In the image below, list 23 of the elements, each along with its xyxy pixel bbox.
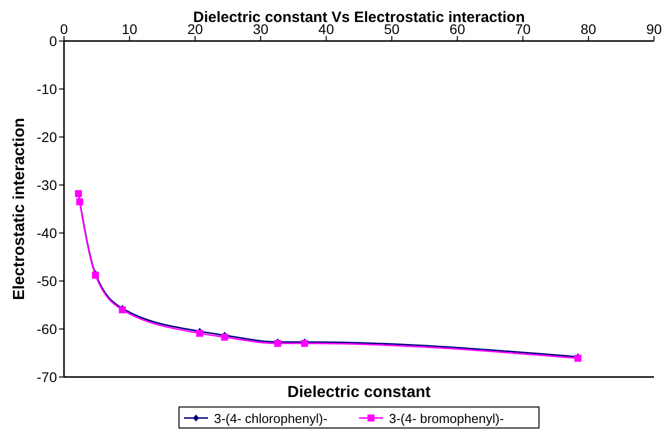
x-axis-title: Dielectric constant xyxy=(287,384,432,401)
y-tick-label: -20 xyxy=(36,129,58,145)
legend-label: 3-(4- bromophenyl)- xyxy=(389,411,504,426)
y-tick-label: -10 xyxy=(36,81,58,97)
x-tick-label: 0 xyxy=(60,21,68,37)
x-tick-label: 30 xyxy=(252,21,269,37)
y-tick-label: -70 xyxy=(36,369,58,385)
legend-label: 3-(4- chlorophenyl)- xyxy=(214,411,328,426)
y-axis-title: Electrostatic interaction xyxy=(11,118,28,300)
x-tick-label: 50 xyxy=(384,21,400,37)
x-tick-label: 10 xyxy=(122,21,138,37)
x-tick-label: 70 xyxy=(515,21,531,37)
y-tick-label: 0 xyxy=(49,33,58,49)
y-tick-label: -60 xyxy=(36,321,58,337)
x-tick-label: 80 xyxy=(580,21,596,37)
x-tick-label: 60 xyxy=(450,21,466,37)
y-tick-label: -30 xyxy=(36,177,58,193)
x-tick-label: 40 xyxy=(318,21,334,37)
x-tick-label: 90 xyxy=(646,21,662,37)
y-tick-label: -50 xyxy=(36,273,58,289)
x-tick-label: 20 xyxy=(187,21,204,37)
point xyxy=(76,198,84,206)
y-tick-label: -40 xyxy=(36,225,58,241)
